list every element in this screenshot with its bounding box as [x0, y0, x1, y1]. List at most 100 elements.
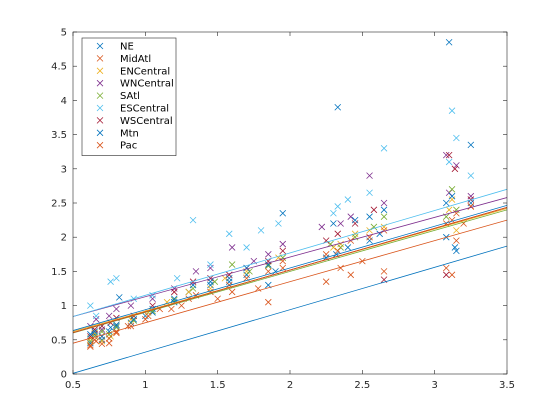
- marker-stroke: [453, 237, 460, 244]
- legend-label: WSCentral: [120, 116, 173, 127]
- marker-stroke: [380, 213, 388, 220]
- fit-line-WNCentral: [73, 197, 507, 317]
- marker-stroke: [168, 305, 175, 313]
- marker-stroke: [380, 144, 388, 152]
- marker-stroke: [113, 329, 120, 337]
- marker-stroke: [149, 295, 156, 303]
- marker-stroke: [87, 331, 94, 338]
- marker-stroke: [467, 192, 475, 200]
- data-point-Mtn: [442, 199, 450, 207]
- marker-stroke: [98, 340, 106, 348]
- data-point-ESCentral: [366, 189, 373, 197]
- data-point-SAtl: [448, 186, 456, 193]
- legend-label: SAtl: [120, 91, 140, 102]
- data-point-ENCentral: [337, 240, 344, 248]
- marker-stroke: [351, 216, 359, 224]
- data-point-Pac: [366, 233, 373, 241]
- data-point-Mtn: [87, 331, 94, 338]
- marker-stroke: [467, 199, 475, 207]
- x-tick-label: 1.5: [210, 380, 226, 391]
- marker-stroke: [467, 172, 475, 179]
- data-point-Pac: [144, 312, 152, 320]
- marker-stroke: [243, 264, 250, 272]
- legend-marker: [96, 55, 104, 62]
- marker-stroke: [265, 251, 272, 258]
- legend-label: Mtn: [120, 128, 139, 139]
- data-point-Pac: [98, 340, 106, 348]
- data-layer: [73, 38, 507, 374]
- marker-stroke: [113, 305, 120, 313]
- marker-stroke: [448, 186, 456, 193]
- legend-label: MidAtl: [120, 54, 151, 65]
- marker-stroke: [144, 312, 152, 320]
- marker-stroke: [279, 240, 287, 248]
- marker-stroke: [442, 199, 450, 207]
- data-point-WNCentral: [113, 305, 120, 313]
- marker-stroke: [207, 274, 214, 282]
- marker-stroke: [228, 244, 236, 251]
- y-tick-label: 4.5: [51, 62, 67, 73]
- marker-stroke: [107, 278, 114, 285]
- marker-stroke: [87, 341, 94, 349]
- data-point-ESCentral: [92, 312, 100, 320]
- y-tick-label: 5: [61, 28, 67, 39]
- data-point-WNCentral: [366, 172, 373, 179]
- marker-stroke: [334, 230, 342, 238]
- data-point-ENCentral: [98, 337, 106, 345]
- marker-stroke: [380, 268, 388, 275]
- marker-stroke: [127, 302, 135, 309]
- marker-stroke: [214, 295, 221, 303]
- y-tick-label: 2.5: [51, 199, 67, 210]
- data-point-ESCentral: [257, 227, 265, 234]
- marker-stroke: [451, 244, 459, 251]
- data-point-SAtl: [98, 328, 106, 335]
- marker-stroke: [228, 261, 236, 268]
- marker-stroke: [366, 189, 373, 197]
- marker-stroke: [189, 216, 197, 224]
- marker-stroke: [467, 141, 475, 149]
- marker-stroke: [334, 247, 342, 255]
- marker-stroke: [445, 38, 453, 46]
- data-point-ENCentral: [185, 288, 193, 296]
- marker-stroke: [257, 227, 265, 234]
- marker-stroke: [279, 264, 287, 272]
- marker-stroke: [185, 288, 193, 296]
- marker-stroke: [130, 315, 138, 323]
- data-point-WNCentral: [207, 264, 214, 272]
- marker-stroke: [275, 220, 282, 227]
- y-tick-label: 1.5: [51, 267, 67, 278]
- data-point-Pac: [113, 329, 120, 337]
- data-point-NE: [344, 244, 352, 251]
- marker-stroke: [467, 203, 475, 210]
- marker-stroke: [87, 343, 94, 350]
- marker-stroke: [246, 268, 253, 275]
- data-point-WSCentral: [442, 271, 450, 279]
- data-point-WSCentral: [149, 302, 156, 309]
- data-point-NE: [207, 281, 214, 289]
- marker-stroke: [344, 244, 352, 251]
- marker-stroke: [337, 240, 344, 248]
- marker-stroke: [448, 196, 456, 203]
- marker-stroke: [344, 196, 352, 203]
- marker-stroke: [91, 329, 98, 337]
- data-point-WSCentral: [279, 247, 287, 255]
- data-point-NE: [453, 247, 460, 255]
- data-point-Mtn: [351, 216, 359, 224]
- data-point-WNCentral: [98, 326, 106, 333]
- legend-box: [81, 37, 177, 156]
- marker-stroke: [116, 294, 123, 301]
- data-point-ESCentral: [173, 274, 181, 282]
- data-point-WNCentral: [337, 220, 344, 227]
- data-point-Pac: [322, 251, 330, 258]
- marker-stroke: [453, 247, 460, 255]
- marker-stroke: [98, 326, 106, 333]
- x-tick-label: 2: [287, 380, 293, 391]
- legend-item-Pac: Pac: [96, 141, 137, 152]
- marker-stroke: [330, 220, 337, 227]
- legend-item-WSCentral: WSCentral: [96, 116, 173, 127]
- marker-stroke: [189, 285, 197, 292]
- data-point-Mtn: [279, 209, 287, 217]
- legend-marker: [96, 42, 104, 50]
- data-point-ESCentral: [107, 278, 114, 285]
- data-point-WNCentral: [380, 199, 388, 207]
